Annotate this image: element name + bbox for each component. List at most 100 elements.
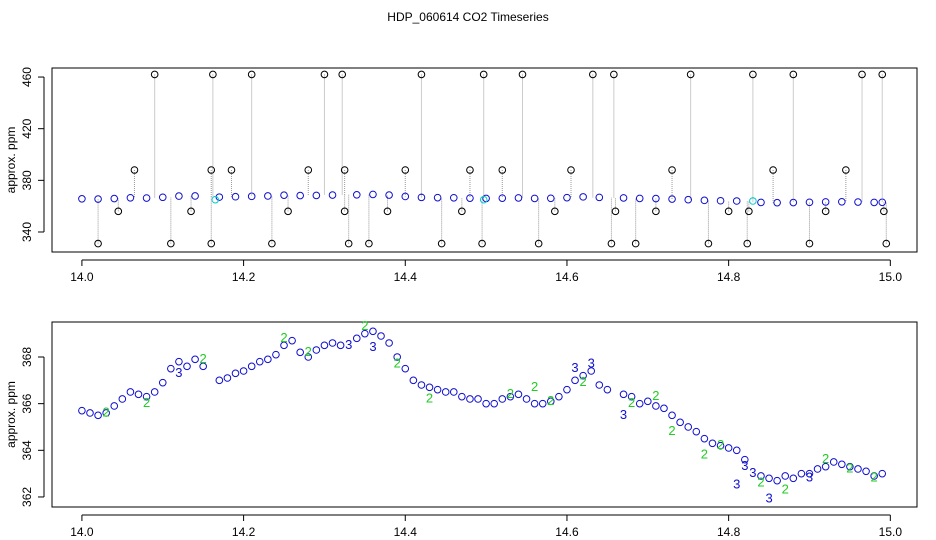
point [369,327,377,336]
point [700,434,709,443]
point [312,346,321,354]
point [336,341,345,350]
point-glyph: 2 [361,318,368,333]
point [781,472,790,480]
point [304,353,313,361]
point [150,388,159,396]
point-glyph: 3 [741,458,748,473]
point-glyph: 3 [620,407,627,422]
point [611,207,620,216]
point [158,193,167,202]
point [506,392,515,401]
point [227,166,236,174]
point-glyph: 3 [345,337,352,352]
point [239,367,248,375]
point [401,166,410,174]
point [466,395,474,403]
point [247,362,256,371]
point [498,166,507,174]
point [288,336,296,345]
point-glyph: 3 [749,465,756,480]
point [514,390,523,399]
point [589,70,597,79]
point-glyph: 2 [580,374,587,389]
point [369,190,377,199]
point [199,362,207,371]
point-glyph: 3 [571,360,578,375]
point [417,193,426,202]
point [846,462,854,471]
point [191,192,199,200]
point [724,207,733,216]
point [425,383,434,392]
point [110,194,119,203]
point-glyph: 2 [757,474,764,489]
point [130,166,139,174]
point-glyph: 2 [426,390,433,405]
point [821,462,830,471]
point [272,350,280,359]
point-glyph: 2 [652,388,659,403]
point [821,198,830,206]
point [340,207,349,216]
point [741,455,749,464]
point [757,198,765,207]
point-glyph: 2 [531,379,538,394]
point-glyph: 2 [280,330,287,345]
point [882,239,891,248]
point [635,399,644,408]
point [878,469,887,478]
point [187,207,195,216]
point [652,194,660,203]
point [610,70,618,79]
point [231,369,240,378]
point [344,239,353,248]
point [211,195,220,204]
point [668,411,676,420]
point [858,70,866,79]
point [247,70,256,79]
point [732,446,741,455]
point [209,70,217,79]
point [207,166,216,174]
point [838,197,846,206]
point [579,371,587,380]
x-tick-label: 15.0 [879,525,903,539]
point [433,385,442,394]
point [175,192,183,200]
point [433,193,442,202]
y-tick-label: 460 [20,67,34,87]
point [595,381,604,389]
point-glyph: 3 [175,365,182,380]
point [551,207,559,216]
point [595,193,604,202]
chart-title: HDP_060614 CO2 Timeseries [387,10,548,24]
point [518,70,527,79]
point [255,357,264,366]
point-glyph: 2 [717,437,724,452]
point [555,392,563,401]
plot-box [51,67,918,253]
point [94,195,102,203]
point [652,207,660,216]
point-glyph: 2 [846,460,853,475]
point [150,70,159,79]
y-tick-label: 362 [20,487,34,507]
point [191,355,199,364]
point [805,198,814,207]
point [530,194,539,203]
point [571,376,579,385]
point [328,191,337,199]
point-glyph: 2 [547,393,554,408]
point [829,458,838,466]
point [789,70,798,79]
plot-box [51,321,918,508]
point-glyph: 2 [507,386,514,401]
point [78,195,86,203]
x-tick-label: 14.0 [70,270,94,284]
point-glyph: 2 [200,351,207,366]
point [619,390,628,399]
x-tick-label: 14.6 [555,525,579,539]
x-tick-label: 15.0 [879,270,903,284]
